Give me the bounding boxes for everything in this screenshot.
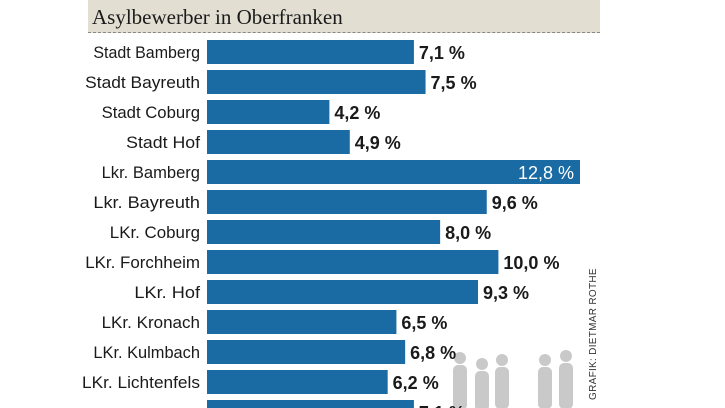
credit: GRAFIK: DIETMAR ROTHE — [588, 268, 599, 400]
chart-title: Asylbewerber in Oberfranken — [92, 5, 343, 29]
value-label: 6,2 % — [393, 373, 439, 393]
category-label: LKr. Coburg — [110, 223, 200, 242]
value-label: 4,9 % — [355, 133, 401, 153]
category-label: Stadt Coburg — [102, 103, 200, 122]
value-label: 8,0 % — [445, 223, 491, 243]
category-label: LKr. Lichtenfels — [82, 373, 200, 392]
bar — [207, 280, 479, 304]
value-label: 7,1 % — [419, 403, 465, 408]
people-silhouette-icon — [453, 350, 573, 408]
bar — [207, 250, 499, 274]
value-label: 7,5 % — [431, 73, 477, 93]
bar — [207, 310, 397, 334]
value-label: 6,8 % — [410, 343, 456, 363]
bar — [207, 40, 414, 64]
title-band: Asylbewerber in Oberfranken — [88, 0, 600, 33]
category-label: Lkr. Bamberg — [102, 163, 200, 182]
bar — [207, 220, 441, 244]
category-label: LKr. Hof — [134, 283, 200, 302]
value-label: 6,5 % — [401, 313, 447, 333]
category-label: Stadt Bayreuth — [85, 73, 200, 92]
category-label: Stadt Bamberg — [93, 43, 200, 62]
category-label: LKr. Forchheim — [85, 253, 200, 272]
value-label: 9,3 % — [483, 283, 529, 303]
value-label: 7,1 % — [419, 43, 465, 63]
category-label: LKr. Kronach — [102, 313, 200, 332]
value-label: 10,0 % — [503, 253, 559, 273]
bar — [207, 70, 426, 94]
bar — [207, 100, 330, 124]
value-label: 12,8 % — [518, 163, 574, 183]
bar — [207, 370, 388, 394]
category-label: Stadt Hof — [126, 133, 200, 152]
bar — [207, 160, 580, 184]
bar — [207, 130, 350, 154]
bar — [207, 400, 414, 408]
bar — [207, 340, 406, 364]
value-label: 4,2 % — [334, 103, 380, 123]
bar — [207, 190, 487, 214]
value-label: 9,6 % — [492, 193, 538, 213]
category-label: Lkr. Bayreuth — [93, 193, 200, 212]
category-label: LKr. Kulmbach — [93, 343, 200, 362]
